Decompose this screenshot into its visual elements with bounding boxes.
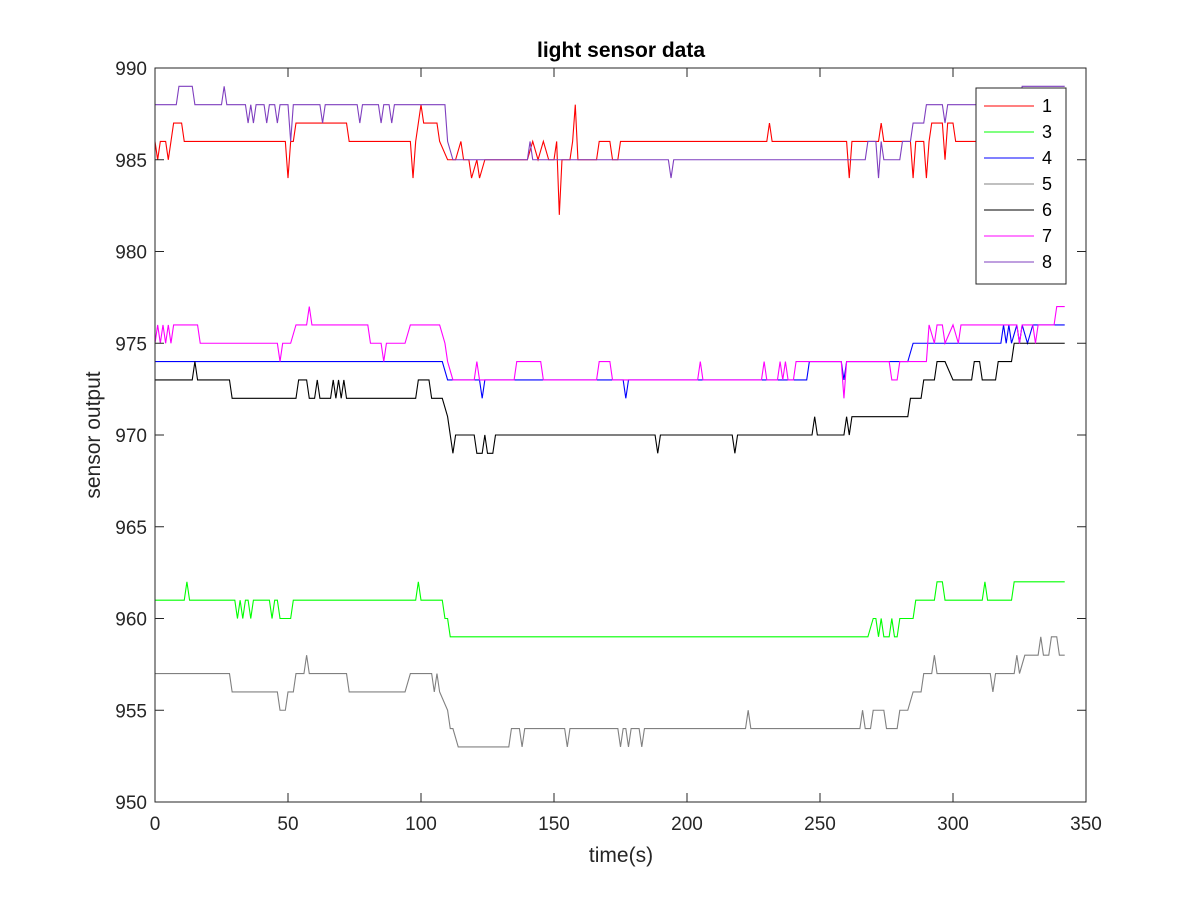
legend-label: 6: [1042, 200, 1052, 220]
series-line-6: [155, 342, 1065, 454]
series-line-3: [155, 581, 1065, 638]
y-tick-label: 960: [115, 610, 147, 631]
y-axis-title: sensor output: [82, 371, 105, 498]
series-line-8: [155, 85, 1065, 179]
legend-label: 4: [1042, 148, 1052, 168]
legend-label: 8: [1042, 252, 1052, 272]
legend-box: [975, 87, 1067, 285]
y-tick-label: 955: [115, 701, 147, 722]
x-tick-label: 0: [150, 814, 161, 835]
legend-label: 5: [1042, 174, 1052, 194]
chart-title: light sensor data: [537, 39, 705, 62]
y-tick-label: 970: [115, 426, 147, 447]
x-tick-label: 250: [804, 814, 836, 835]
x-tick-label: 350: [1070, 814, 1102, 835]
y-tick-label: 975: [115, 334, 147, 355]
series-layer: [154, 85, 1065, 748]
y-tick-label: 990: [115, 59, 147, 80]
x-tick-label: 300: [937, 814, 969, 835]
x-axis: 0 50 100 150 200 250 300 350: [150, 68, 1102, 835]
x-tick-label: 100: [405, 814, 437, 835]
legend: 1 3 4 5 6 7 8: [975, 87, 1067, 285]
x-tick-label: 50: [277, 814, 298, 835]
y-axis: 950 955 960 965 970 975 980 985 990: [115, 59, 1086, 814]
y-tick-label: 980: [115, 243, 147, 264]
legend-label: 7: [1042, 226, 1052, 246]
x-tick-label: 150: [538, 814, 570, 835]
y-tick-label: 965: [115, 518, 147, 539]
x-axis-title: time(s): [589, 844, 653, 867]
legend-label: 1: [1042, 96, 1052, 116]
series-line-7: [154, 305, 1065, 399]
x-tick-label: 200: [671, 814, 703, 835]
legend-label: 3: [1042, 122, 1052, 142]
series-line-5: [155, 636, 1065, 748]
y-tick-label: 950: [115, 793, 147, 814]
y-tick-label: 985: [115, 151, 147, 172]
